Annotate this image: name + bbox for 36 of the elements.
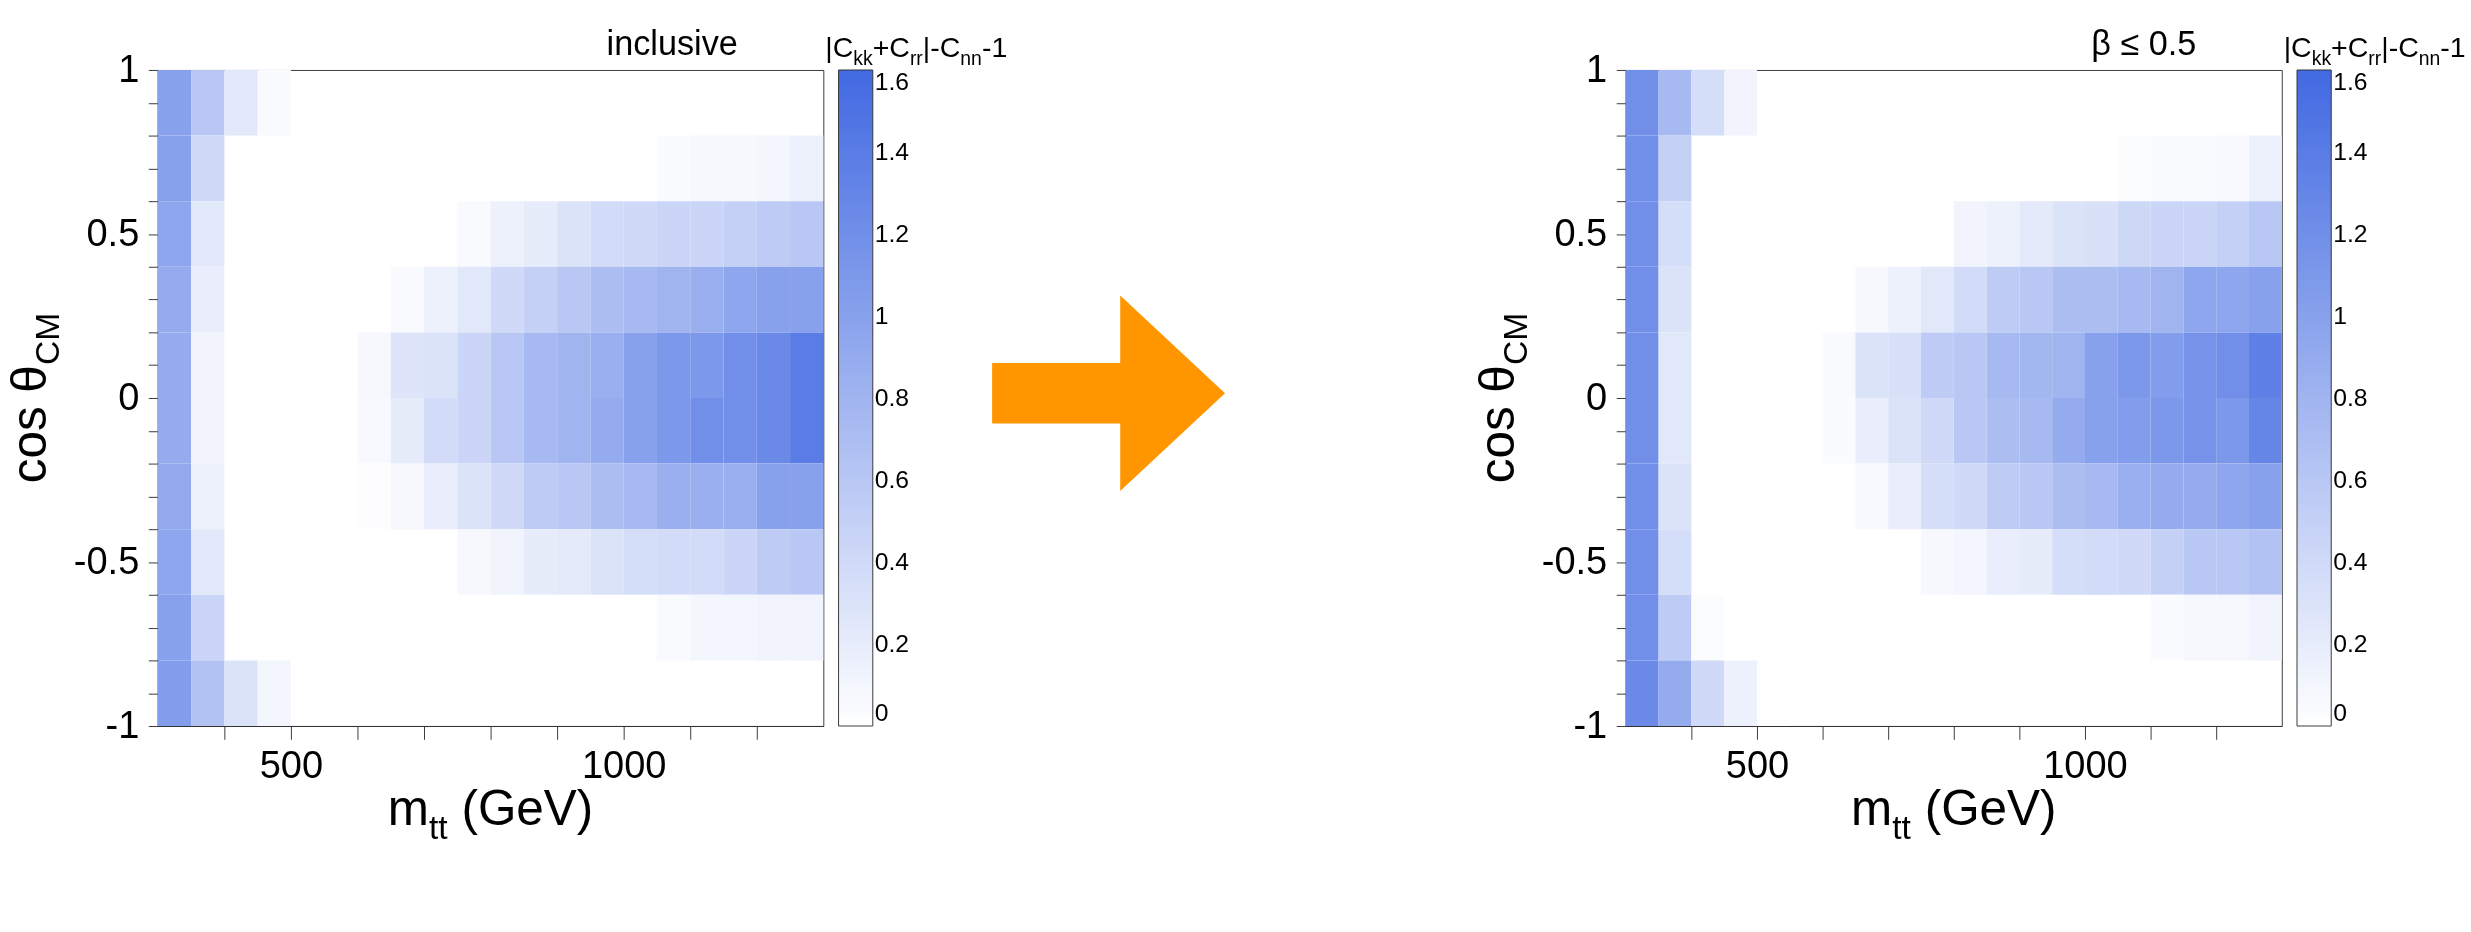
color-bar-label: 0.2 xyxy=(2333,629,2368,657)
color-bar-label: 0.4 xyxy=(874,547,910,575)
color-bar-label: 1.4 xyxy=(2333,137,2368,165)
chart-title: inclusive xyxy=(606,23,738,62)
color-bar-label: 0.6 xyxy=(874,465,910,493)
chart-title: β ≤ 0.5 xyxy=(2091,23,2197,62)
y-tick-label: -1 xyxy=(105,703,140,746)
y-tick-label: -0.5 xyxy=(1541,539,1608,582)
y-tick-label: -0.5 xyxy=(73,539,140,582)
color-bar-label: 0.8 xyxy=(2333,383,2368,411)
color-bar-label: 1.6 xyxy=(2333,67,2368,95)
color-bar-label: 1.4 xyxy=(874,137,910,165)
y-tick-label: 1 xyxy=(118,47,140,90)
color-bar-label: 1.2 xyxy=(2333,219,2368,247)
x-tick-label: 500 xyxy=(259,743,324,786)
color-bar-label: 0.2 xyxy=(874,629,910,657)
y-tick-label: 0.5 xyxy=(86,211,140,254)
y-axis-title: cos θCM xyxy=(0,312,67,484)
y-axis-title: cos θCM xyxy=(1468,312,1535,484)
x-tick-label: 1000 xyxy=(581,743,667,786)
color-bar-label: 0.4 xyxy=(2333,547,2368,575)
color-bar-label: 1.2 xyxy=(874,219,910,247)
y-tick-label: 0 xyxy=(1586,375,1608,418)
x-tick-label: 500 xyxy=(1725,743,1790,786)
y-tick-label: 0.5 xyxy=(1554,211,1608,254)
color-bar-label: 0.8 xyxy=(874,383,910,411)
x-tick-label: 1000 xyxy=(2043,743,2128,786)
color-bar-label: 1.6 xyxy=(874,67,910,95)
y-tick-label: 1 xyxy=(1586,47,1608,90)
color-bar-label: 1 xyxy=(874,301,889,329)
y-tick-label: -1 xyxy=(1573,703,1608,746)
color-bar-label: 0 xyxy=(874,699,889,727)
color-bar-label: 0 xyxy=(2333,699,2347,727)
color-bar-label: 0.6 xyxy=(2333,465,2368,493)
y-tick-label: 0 xyxy=(118,375,140,418)
color-bar-label: 1 xyxy=(2333,301,2347,329)
